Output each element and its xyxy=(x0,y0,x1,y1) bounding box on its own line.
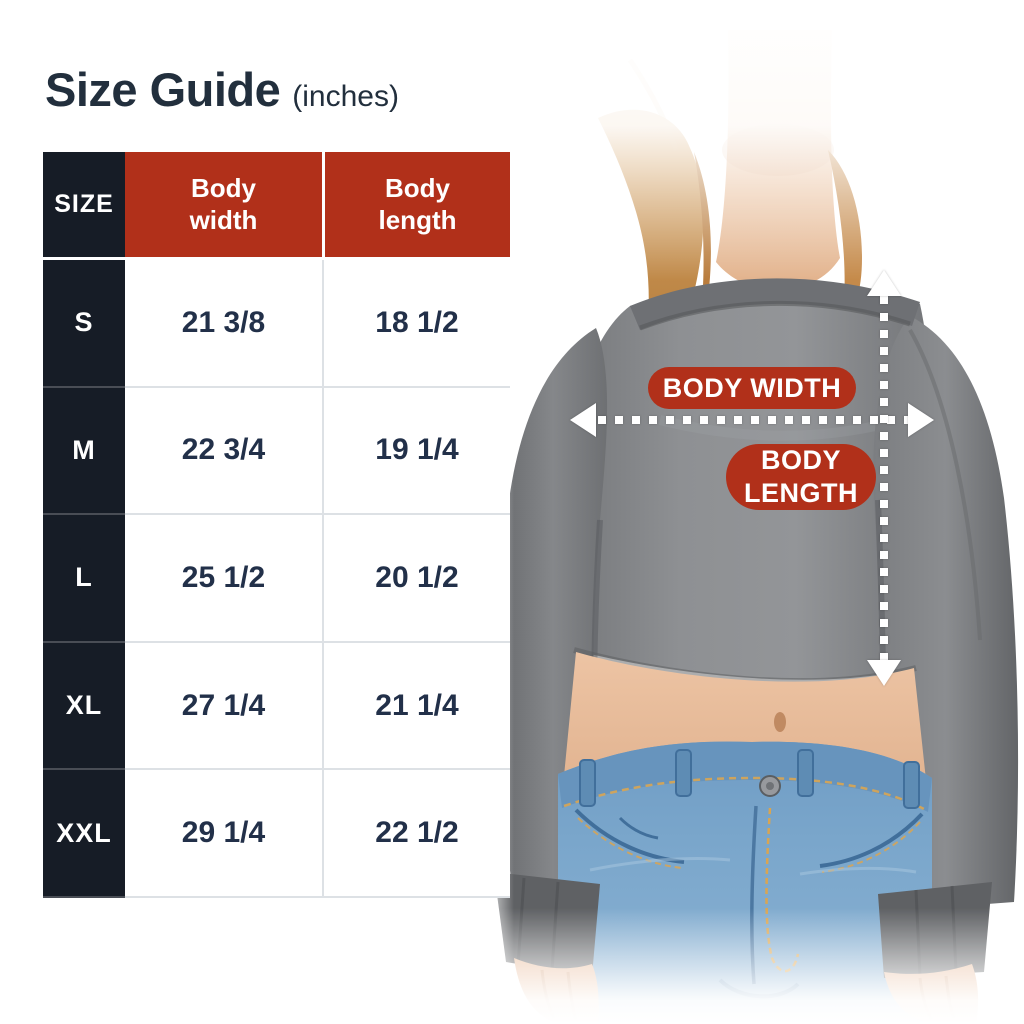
page-title: Size Guide (inches) xyxy=(45,62,399,117)
belt-loop xyxy=(903,761,920,809)
collar xyxy=(630,278,920,330)
size-cell: M xyxy=(43,387,125,516)
body-length-cell: 21 1/4 xyxy=(322,642,510,771)
size-cell: S xyxy=(43,260,125,388)
body-width-cell: 29 1/4 xyxy=(125,770,322,898)
body-width-badge: BODY WIDTH xyxy=(648,367,856,409)
body-width-cell: 21 3/8 xyxy=(125,260,322,388)
body-length-badge-label: BODY LENGTH xyxy=(744,445,858,508)
arrow-up-icon xyxy=(867,270,901,296)
body-width-arrow-line xyxy=(598,416,908,424)
body-width-cell: 25 1/2 xyxy=(125,515,322,643)
arrow-right-icon xyxy=(908,403,934,437)
navel xyxy=(774,712,786,732)
size-cell: XXL xyxy=(43,770,125,898)
title-text: Size Guide xyxy=(45,63,281,116)
body-length-cell: 20 1/2 xyxy=(322,515,510,643)
belt-loop xyxy=(579,759,596,807)
belt-loop xyxy=(675,749,692,797)
body-width-cell: 22 3/4 xyxy=(125,387,322,516)
table-header-size: SIZE xyxy=(43,152,125,260)
table-header-body-width: Body width xyxy=(125,152,322,260)
body-length-arrow-line xyxy=(880,296,888,660)
arrow-left-icon xyxy=(570,403,596,437)
body-width-cell: 27 1/4 xyxy=(125,642,322,771)
body-length-cell: 18 1/2 xyxy=(322,260,510,388)
size-guide-table: SIZE Body width Body length S 21 3/8 18 … xyxy=(43,152,510,898)
size-cell: XL xyxy=(43,642,125,771)
body-length-cell: 19 1/4 xyxy=(322,387,510,516)
belt-loop xyxy=(797,749,814,797)
size-cell: L xyxy=(43,515,125,643)
table-header-body-length: Body length xyxy=(322,152,510,260)
body-length-cell: 22 1/2 xyxy=(322,770,510,898)
model-photo xyxy=(480,0,1024,1024)
body-width-badge-label: BODY WIDTH xyxy=(662,372,842,403)
title-unit: (inches) xyxy=(292,80,399,113)
arrow-down-icon xyxy=(867,660,901,686)
header-body-width-label: Body width xyxy=(189,172,258,235)
body-length-badge: BODY LENGTH xyxy=(726,444,876,510)
header-body-length-label: Body length xyxy=(378,172,457,235)
